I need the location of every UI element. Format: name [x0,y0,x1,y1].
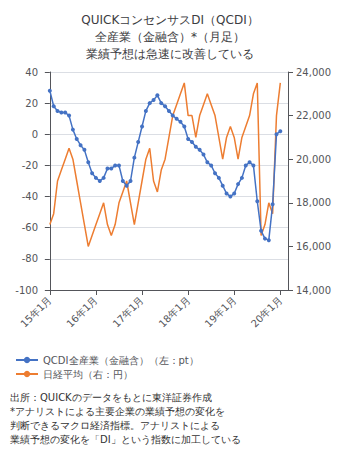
svg-text:19年1月: 19年1月 [203,294,238,329]
svg-text:業績予想の変化を「DI」という指数に加工している: 業績予想の変化を「DI」という指数に加工している [10,434,241,445]
svg-text:22,000: 22,000 [296,110,331,121]
svg-text:-40: -40 [22,191,38,202]
svg-text:15年1月: 15年1月 [18,294,53,329]
svg-text:16年1月: 16年1月 [64,294,99,329]
svg-text:業績予想は急速に改善している: 業績予想は急速に改善している [86,47,254,61]
svg-text:日経平均（右：円）: 日経平均（右：円） [43,369,133,380]
svg-text:QCDI全産業（金融含）（左：pt）: QCDI全産業（金融含）（左：pt） [43,355,199,366]
svg-text:18,000: 18,000 [296,197,331,208]
svg-text:16,000: 16,000 [296,241,331,252]
svg-text:20: 20 [25,98,38,109]
svg-text:出所：QUICKのデータをもとに東洋証券作成: 出所：QUICKのデータをもとに東洋証券作成 [10,392,212,403]
svg-text:24,000: 24,000 [296,67,331,78]
svg-text:-20: -20 [22,160,38,171]
svg-text:20,000: 20,000 [296,154,331,165]
svg-text:-60: -60 [22,222,38,233]
svg-text:全産業（金融含）*（月足）: 全産業（金融含）*（月足） [95,30,245,44]
svg-text:17年1月: 17年1月 [111,294,146,329]
svg-text:-80: -80 [22,253,38,264]
svg-text:0: 0 [32,129,38,140]
svg-text:判断できるマクロ経済指標。アナリストによる: 判断できるマクロ経済指標。アナリストによる [10,420,220,431]
svg-text:14,000: 14,000 [296,285,331,296]
svg-text:*アナリストによる主要企業の業績予想の変化を: *アナリストによる主要企業の業績予想の変化を [10,406,225,417]
svg-text:40: 40 [25,67,38,78]
svg-text:18年1月: 18年1月 [157,294,192,329]
svg-text:20年1月: 20年1月 [249,294,284,329]
svg-text:-100: -100 [15,285,38,296]
svg-text:QUICKコンセンサスDI（QCDI）: QUICKコンセンサスDI（QCDI） [81,13,258,27]
